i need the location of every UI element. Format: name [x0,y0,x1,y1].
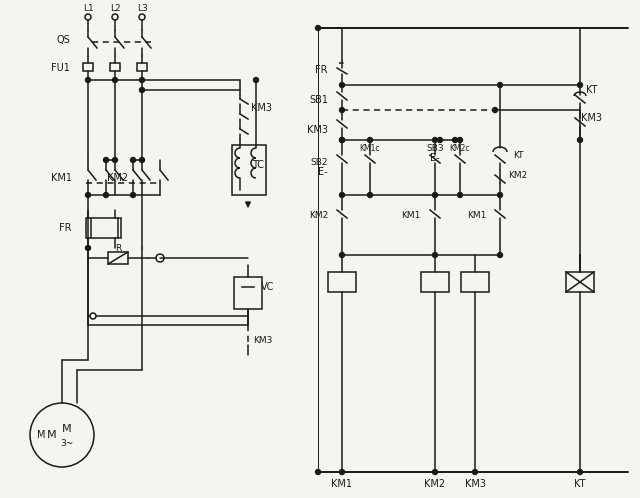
Circle shape [86,246,90,250]
Circle shape [104,193,109,198]
Bar [83,63,93,71]
Circle shape [497,252,502,257]
Circle shape [131,157,136,162]
Text: 3~: 3~ [60,439,74,448]
Circle shape [367,137,372,142]
Text: M: M [62,424,72,434]
Bar [110,63,120,71]
Circle shape [497,83,502,88]
Circle shape [104,157,109,162]
Text: KM3: KM3 [253,336,273,345]
Text: E-: E- [318,167,328,177]
Text: QS: QS [56,35,70,45]
Text: KM2: KM2 [508,170,527,179]
Circle shape [316,470,321,475]
Text: TC: TC [252,160,264,170]
Text: L1: L1 [83,3,93,12]
Text: KM2: KM2 [308,211,328,220]
Text: SB2: SB2 [310,157,328,166]
Circle shape [577,470,582,475]
Circle shape [367,193,372,198]
Text: KM1: KM1 [51,173,72,183]
Circle shape [131,193,136,198]
Text: KM1: KM1 [467,211,486,220]
Text: KM1: KM1 [402,211,421,220]
Circle shape [339,137,344,142]
Bar [137,63,147,71]
Circle shape [140,88,145,93]
Circle shape [433,193,438,198]
Text: VC: VC [261,282,275,292]
Text: KM3: KM3 [307,125,328,135]
Text: KM3: KM3 [465,479,486,489]
Text: KM1: KM1 [332,479,353,489]
Circle shape [493,108,497,113]
Text: KM2: KM2 [424,479,445,489]
Circle shape [113,78,118,83]
Text: L2: L2 [109,3,120,12]
Text: E-: E- [430,153,440,163]
Text: M: M [47,430,57,440]
Text: KM3: KM3 [252,103,273,113]
Circle shape [458,193,463,198]
Bar [566,272,594,292]
Circle shape [339,252,344,257]
Text: FR: FR [60,223,72,233]
Text: FU1: FU1 [51,63,70,73]
Text: KM2: KM2 [108,173,129,183]
Circle shape [438,137,442,142]
Text: KM1c: KM1c [360,143,380,152]
Circle shape [433,137,438,142]
Circle shape [497,193,502,198]
Text: SB3: SB3 [426,143,444,152]
Bar [232,145,266,195]
Bar [234,277,262,309]
Circle shape [253,78,259,83]
Circle shape [433,252,438,257]
Circle shape [339,193,344,198]
Text: KT: KT [513,150,524,159]
Circle shape [113,157,118,162]
Text: KM3: KM3 [582,113,602,123]
Circle shape [472,470,477,475]
Circle shape [140,157,145,162]
Text: SB1: SB1 [309,95,328,105]
Circle shape [86,193,90,198]
Bar [108,252,128,264]
Text: KM2c: KM2c [450,143,470,152]
Circle shape [339,470,344,475]
Text: FR: FR [316,65,328,75]
Text: L3: L3 [136,3,147,12]
Circle shape [339,83,344,88]
Text: M: M [38,430,46,440]
Circle shape [339,108,344,113]
Bar [421,272,449,292]
Text: KT: KT [586,85,598,95]
Circle shape [140,78,145,83]
Circle shape [316,25,321,30]
Text: R: R [115,244,121,252]
Circle shape [452,137,458,142]
Text: KT: KT [574,479,586,489]
Circle shape [577,137,582,142]
Bar [461,272,489,292]
Circle shape [339,137,344,142]
Circle shape [86,78,90,83]
Circle shape [577,83,582,88]
Circle shape [433,470,438,475]
Bar [328,272,356,292]
Circle shape [458,137,463,142]
Bar [86,218,121,238]
